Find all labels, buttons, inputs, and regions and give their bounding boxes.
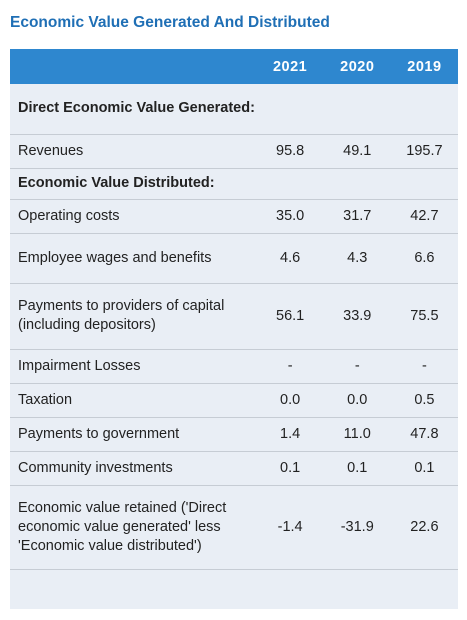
value-2020: - [323, 349, 391, 384]
table-row: Payments to providers of capital (includ… [10, 283, 458, 350]
value-2020: 4.3 [323, 233, 391, 284]
economic-value-table: 2021 2020 2019 Direct Economic Value Gen… [10, 49, 458, 570]
section-label-distributed: Economic Value Distributed: [10, 168, 458, 200]
value-2021: -1.4 [256, 485, 324, 570]
section-row-distributed: Economic Value Distributed: [10, 168, 458, 200]
row-label: Payments to government [10, 417, 257, 452]
value-2021: 95.8 [256, 134, 324, 169]
value-2021: 56.1 [256, 283, 324, 350]
row-label: Economic value retained ('Direct economi… [10, 485, 257, 570]
value-2021: 35.0 [256, 199, 324, 234]
row-label: Taxation [10, 383, 257, 418]
value-2019: 195.7 [390, 134, 458, 169]
value-2019: 6.6 [390, 233, 458, 284]
value-2020: 0.0 [323, 383, 391, 418]
table-row: Payments to government 1.4 11.0 47.8 [10, 417, 458, 452]
value-2020: 49.1 [323, 134, 391, 169]
row-label: Payments to providers of capital (includ… [10, 283, 257, 350]
value-2020: 31.7 [323, 199, 391, 234]
value-2019: 47.8 [390, 417, 458, 452]
value-2020: 11.0 [323, 417, 391, 452]
table-row: Economic value retained ('Direct economi… [10, 485, 458, 570]
table-row: Impairment Losses - - - [10, 349, 458, 384]
row-label: Revenues [10, 134, 257, 169]
value-2021: - [256, 349, 324, 384]
value-2019: 0.5 [390, 383, 458, 418]
header-year-2021: 2021 [272, 58, 308, 75]
table-row: Operating costs 35.0 31.7 42.7 [10, 199, 458, 234]
row-label: Community investments [10, 451, 257, 486]
table-row: Revenues 95.8 49.1 195.7 [10, 134, 458, 169]
value-2020: 33.9 [323, 283, 391, 350]
row-label: Operating costs [10, 199, 257, 234]
table-row: Community investments 0.1 0.1 0.1 [10, 451, 458, 486]
value-2021: 1.4 [256, 417, 324, 452]
row-label: Impairment Losses [10, 349, 257, 384]
value-2021: 0.1 [256, 451, 324, 486]
value-2019: 0.1 [390, 451, 458, 486]
page-title: Economic Value Generated And Distributed [10, 14, 330, 31]
value-2019: 42.7 [390, 199, 458, 234]
value-2021: 4.6 [256, 233, 324, 284]
table-row: Employee wages and benefits 4.6 4.3 6.6 [10, 233, 458, 284]
value-2019: 75.5 [390, 283, 458, 350]
value-2020: 0.1 [323, 451, 391, 486]
table-row: Taxation 0.0 0.0 0.5 [10, 383, 458, 418]
value-2019: 22.6 [390, 485, 458, 570]
header-year-2019: 2019 [407, 58, 442, 75]
section-row-generated: Direct Economic Value Generated: [10, 84, 458, 135]
economic-value-table-panel: 2021 2020 2019 Direct Economic Value Gen… [10, 49, 458, 609]
value-2019: - [390, 349, 458, 384]
header-year-2020: 2020 [340, 58, 375, 75]
header-label-cell [10, 49, 257, 84]
table-header-row: 2021 2020 2019 [10, 49, 458, 84]
value-2021: 0.0 [256, 383, 324, 418]
row-label: Employee wages and benefits [10, 233, 257, 284]
value-2020: -31.9 [323, 485, 391, 570]
section-label-generated: Direct Economic Value Generated: [10, 84, 458, 135]
